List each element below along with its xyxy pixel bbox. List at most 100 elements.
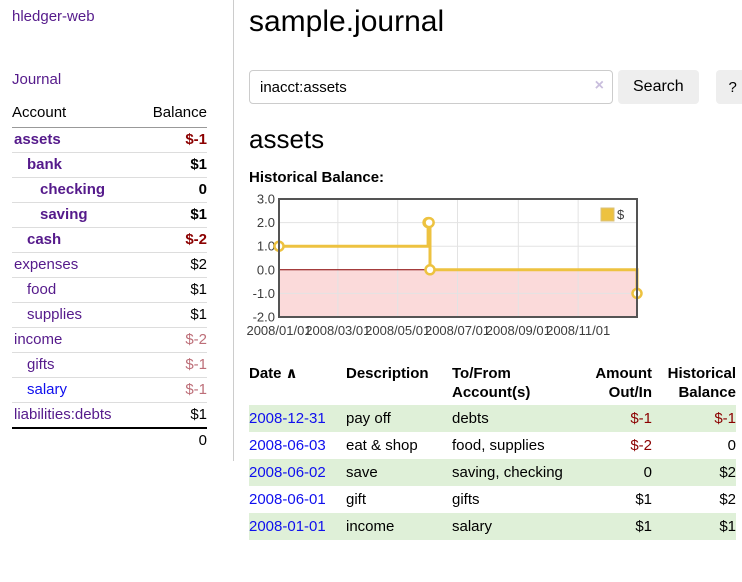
account-link[interactable]: income: [14, 331, 63, 348]
page-title: sample.journal: [249, 5, 445, 38]
account-balance: $-2: [138, 227, 207, 253]
brand-link[interactable]: hledger-web: [12, 8, 95, 25]
accounts-total-row: 0: [12, 427, 207, 453]
account-row: supplies $1: [12, 302, 207, 328]
transaction-description: pay off: [346, 405, 452, 432]
transaction-date: 2008-06-03: [249, 432, 346, 459]
x-tick-label: 2008/07/01: [425, 323, 490, 338]
sidebar: hledger-web Journal Account Balance asse…: [0, 0, 234, 461]
transaction-accounts: gifts: [452, 491, 480, 508]
help-button[interactable]: ?: [715, 70, 742, 104]
transaction-amount: $-2: [630, 437, 652, 454]
transaction-date-link[interactable]: 2008-01-01: [249, 518, 326, 535]
account-link[interactable]: food: [27, 281, 57, 298]
transaction-date-link[interactable]: 2008-06-01: [249, 491, 326, 508]
account-row: liabilities:debts $1: [12, 402, 207, 428]
transaction-amount: $-1: [572, 405, 652, 432]
sidebar-item-journal[interactable]: Journal: [12, 71, 62, 88]
header-balance: Historical Balance: [667, 365, 736, 401]
account-link[interactable]: salary: [27, 381, 68, 398]
accounts-header-balance: Balance: [138, 102, 207, 128]
transaction-date-link[interactable]: 2008-06-03: [249, 437, 326, 454]
account-balance: $2: [138, 252, 207, 278]
x-tick-label: 2008/05/01: [365, 323, 430, 338]
header-description: Description: [346, 365, 429, 382]
transaction-amount: $1: [572, 513, 652, 540]
account-balance: $1: [138, 302, 207, 328]
accounts-table: Account Balance assets $-1 bank $1 checking 0…: [12, 102, 207, 453]
transaction-description: gift: [346, 491, 367, 508]
transaction-accounts: salary: [452, 513, 572, 540]
app: hledger-web Journal Account Balance asse…: [0, 0, 742, 540]
account-link[interactable]: supplies: [27, 306, 83, 323]
account-link[interactable]: expenses: [14, 256, 79, 273]
transaction-row: 2008-06-03 eat & shop food, supplies $-2 0: [249, 432, 736, 459]
search-input[interactable]: [249, 70, 613, 104]
transaction-date: 2008-12-31: [249, 405, 346, 432]
header-date[interactable]: Date ∧: [249, 365, 298, 382]
legend-label: $: [617, 207, 625, 222]
account-link[interactable]: saving: [40, 206, 88, 223]
accounts-header-account: Account: [12, 102, 139, 128]
y-tick-label: 0.0: [257, 262, 275, 277]
y-tick-label: -1.0: [253, 286, 275, 301]
transaction-row: 2008-06-02 save saving, checking 0 $2: [249, 459, 736, 486]
transaction-description: income: [346, 513, 452, 540]
header-accounts: To/From Account(s): [452, 365, 531, 401]
x-tick-label: 2008/11/01: [546, 323, 610, 338]
search-button[interactable]: Search: [618, 70, 699, 104]
accounts-total-value: 0: [138, 427, 207, 453]
account-link[interactable]: bank: [27, 156, 63, 173]
transaction-balance: $-1: [652, 405, 736, 432]
account-row: food $1: [12, 277, 207, 303]
account-row: checking 0: [12, 177, 207, 203]
transaction-row: 2008-06-01 gift gifts $1 $2: [249, 486, 736, 513]
search-input-wrap: ×: [249, 70, 613, 104]
transactions-tbody: 2008-12-31 pay off debts $-1 $-1 2008-06-03 ea…: [249, 405, 736, 540]
sort-asc-icon: ∧: [285, 365, 298, 382]
transaction-description: eat & shop: [346, 437, 418, 454]
transaction-accounts: food, supplies: [452, 437, 545, 454]
account-balance: $-1: [185, 131, 207, 148]
y-tick-label: 2.0: [257, 215, 275, 230]
chart-title: Historical Balance:: [249, 169, 385, 186]
transaction-date: 2008-06-02: [249, 459, 346, 486]
data-point-marker: [424, 264, 436, 276]
account-row: bank $1: [12, 152, 207, 178]
account-row: saving $1: [12, 202, 207, 228]
account-balance: $-1: [138, 352, 207, 378]
transaction-date-link[interactable]: 2008-12-31: [249, 410, 326, 427]
transaction-balance: 0: [727, 437, 736, 454]
transaction-date: 2008-01-01: [249, 513, 346, 540]
transaction-amount: 0: [572, 459, 652, 486]
balance-chart[interactable]: 3.0 2.0 1.0 0.0 -1.0 -2.0 2008/01/01 2008/03/01…: [246, 192, 742, 341]
account-link[interactable]: gifts: [27, 356, 55, 373]
account-link[interactable]: checking: [40, 181, 106, 198]
account-balance: $1: [138, 402, 207, 428]
account-row: assets $-1: [12, 128, 207, 153]
main-content: sample.journal × Search ? assets Histori…: [234, 0, 742, 540]
account-balance: $1: [138, 152, 207, 178]
accounts-tbody: assets $-1 bank $1 checking 0 saving $1 cash $-2 e…: [12, 128, 207, 428]
account-link[interactable]: liabilities:debts: [14, 406, 112, 423]
transactions-header-row: Date ∧ Description To/From Account(s) Amo…: [249, 361, 736, 405]
account-balance: 0: [138, 177, 207, 203]
y-tick-label: 3.0: [257, 192, 275, 207]
transaction-date: 2008-06-01: [249, 486, 346, 513]
transaction-date-link[interactable]: 2008-06-02: [249, 464, 326, 481]
x-tick-label: 2008/03/01: [305, 323, 370, 338]
clear-search-icon[interactable]: ×: [594, 77, 604, 94]
transaction-balance: $1: [652, 513, 736, 540]
transaction-accounts: saving, checking: [452, 459, 572, 486]
y-tick-label: 1.0: [257, 239, 275, 254]
transaction-row: 2008-01-01 income salary $1 $1: [249, 513, 736, 540]
transaction-description: save: [346, 459, 452, 486]
transactions-table: Date ∧ Description To/From Account(s) Amo…: [249, 361, 736, 540]
header-amount: Amount Out/In: [595, 365, 652, 401]
account-link[interactable]: assets: [14, 131, 61, 148]
chart-border: [278, 198, 638, 318]
transaction-row: 2008-12-31 pay off debts $-1 $-1: [249, 405, 736, 432]
account-row: salary $-1: [12, 377, 207, 403]
transaction-accounts: debts: [452, 405, 572, 432]
account-link[interactable]: cash: [27, 231, 62, 248]
